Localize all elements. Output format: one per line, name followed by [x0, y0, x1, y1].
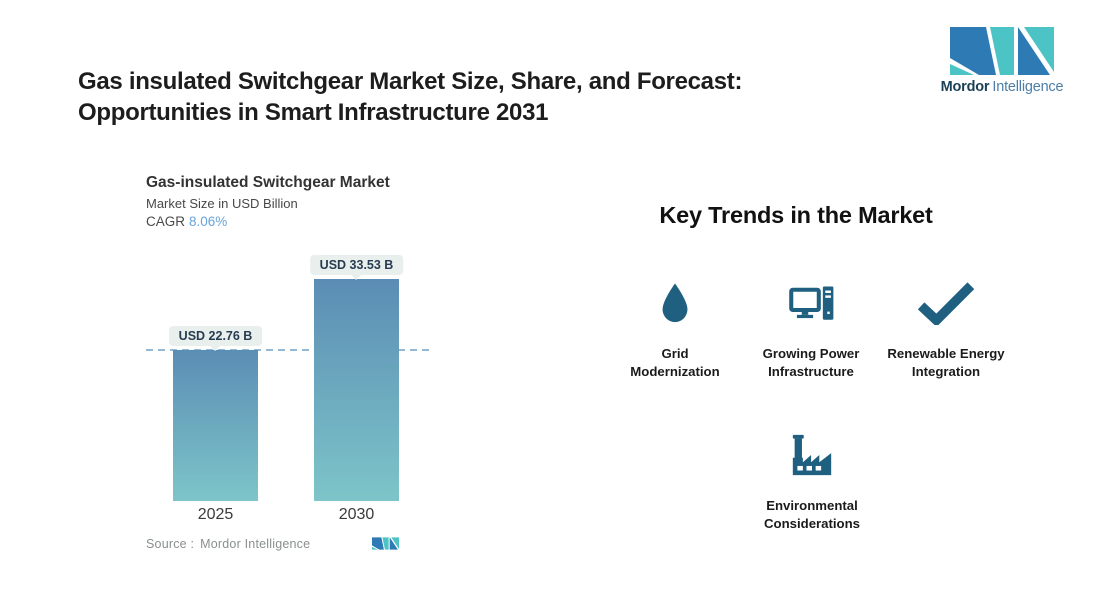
trend-label: Grid Modernization: [630, 346, 720, 379]
x-axis-label-2030: 2030: [338, 506, 375, 523]
trend-item-renewable-energy-integration: Renewable Energy Integration: [866, 278, 1026, 380]
brand-name-light: Intelligence: [992, 79, 1064, 95]
cagr-value: 8.06%: [189, 214, 228, 229]
bar-2025: [173, 350, 258, 501]
trend-item-grid-modernization: Grid Modernization: [595, 278, 755, 380]
brand-logo: Mordor Intelligence: [938, 27, 1066, 95]
trend-label: Growing Power Infrastructure: [762, 346, 860, 379]
key-trends-title: Key Trends in the Market: [659, 202, 933, 228]
source-logo: [372, 537, 399, 550]
mordor-logo-mark-icon: [950, 27, 1054, 75]
trend-item-environmental-considerations: Environmental Considerations: [732, 430, 892, 532]
bar-value-pill-2030: USD 33.53 B: [309, 255, 404, 275]
water-drop-icon: [595, 278, 755, 328]
trend-label: Renewable Energy Integration: [887, 346, 1005, 379]
page-title: Gas insulated Switchgear Market Size, Sh…: [78, 66, 818, 128]
computer-icon: [731, 278, 891, 328]
chart-subtitle: Market Size in USD Billion: [146, 196, 298, 211]
chart-source: Source : Mordor Intelligence: [146, 537, 310, 551]
source-label: Source :: [146, 537, 195, 551]
chart-title: Gas-insulated Switchgear Market: [146, 174, 390, 191]
source-value: Mordor Intelligence: [200, 537, 311, 551]
trend-item-growing-power-infrastructure: Growing Power Infrastructure: [731, 278, 891, 380]
x-axis-label-2025: 2025: [197, 506, 234, 523]
checkmark-icon: [866, 278, 1026, 328]
bar-value-pill-2025: USD 22.76 B: [168, 326, 263, 346]
reference-line: [146, 349, 429, 351]
page-title-line2: Opportunities in Smart Infrastructure 20…: [78, 99, 549, 127]
trend-label: Environmental Considerations: [764, 498, 860, 531]
page-title-line1: Gas insulated Switchgear Market Size, Sh…: [78, 68, 743, 96]
brand-name: Mordor Intelligence: [938, 79, 1066, 95]
mordor-logo-mark-icon: [372, 537, 399, 550]
brand-name-bold: Mordor: [940, 79, 990, 95]
cagr-label: CAGR: [146, 214, 186, 229]
chart-cagr: CAGR 8.06%: [146, 214, 227, 229]
factory-icon: [732, 430, 892, 480]
bar-2030: [314, 279, 399, 501]
